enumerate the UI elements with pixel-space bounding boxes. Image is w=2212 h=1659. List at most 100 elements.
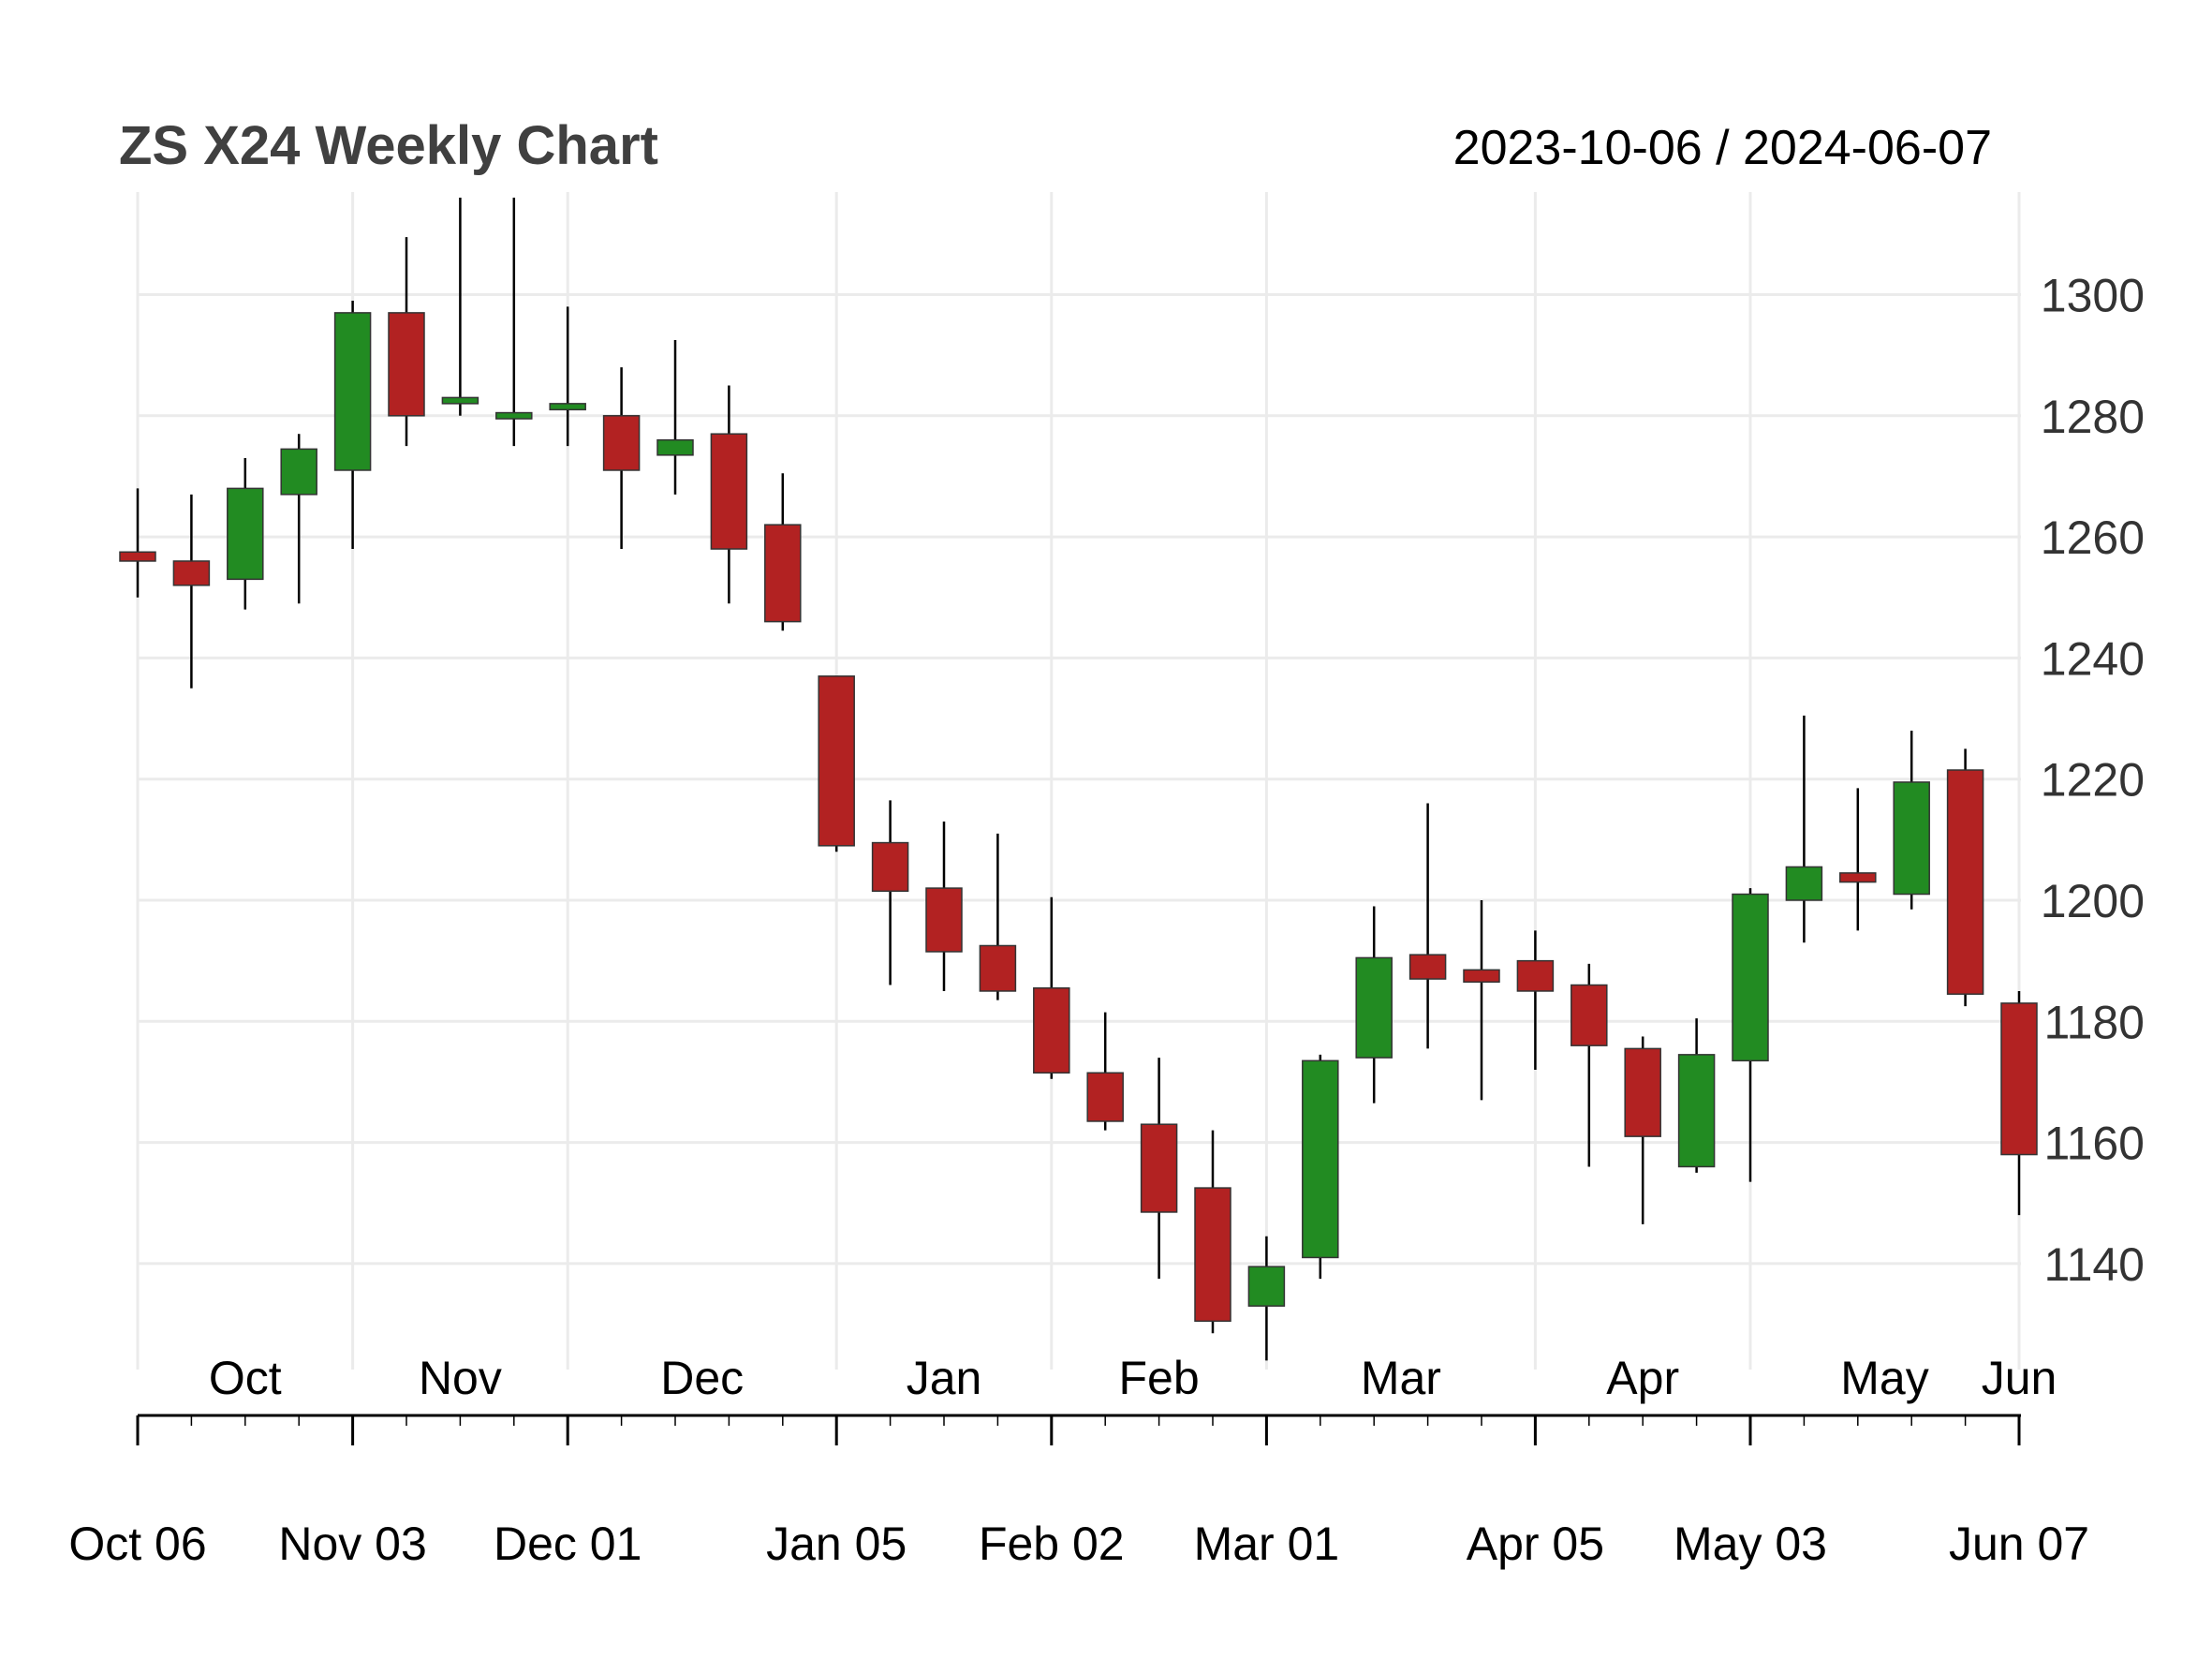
candle-body	[1732, 893, 1769, 1062]
candle	[1194, 1130, 1231, 1334]
candle-body	[495, 411, 533, 420]
candle	[388, 237, 425, 447]
date-tick-label: Jan 05	[766, 1518, 907, 1570]
candle-body	[1302, 1059, 1339, 1259]
candle-body	[1624, 1047, 1661, 1137]
candle	[1355, 906, 1393, 1104]
candle-body	[549, 403, 586, 411]
candle-body	[602, 415, 641, 471]
candle	[602, 367, 641, 550]
candle	[2000, 990, 2038, 1216]
candle	[1033, 896, 1070, 1079]
month-label: Dec	[660, 1352, 744, 1404]
candle-body	[1086, 1072, 1124, 1122]
y-tick-label: 1160	[2043, 1118, 2145, 1170]
candle	[871, 800, 909, 985]
month-label: Oct	[209, 1352, 282, 1404]
candle	[1946, 748, 1984, 1007]
y-tick-label: 1200	[2041, 875, 2145, 927]
date-tick-label: Dec 01	[494, 1518, 641, 1570]
candle-body	[1355, 956, 1393, 1059]
candle	[441, 198, 479, 416]
candle-body	[1516, 959, 1555, 992]
candle	[925, 821, 963, 991]
candle-body	[1194, 1187, 1231, 1323]
candle-body	[979, 944, 1017, 992]
candle	[1302, 1054, 1339, 1280]
candle	[1785, 715, 1823, 943]
candle-body	[2000, 1002, 2038, 1156]
month-label: Feb	[1119, 1352, 1200, 1404]
date-tick-label: May 03	[1674, 1518, 1827, 1570]
candle	[549, 306, 586, 447]
candle-body	[1247, 1266, 1286, 1307]
candle-body	[1571, 984, 1608, 1046]
candle-body	[1893, 781, 1930, 896]
candle	[1463, 900, 1500, 1101]
candle	[1893, 730, 1930, 910]
candle-body	[1408, 954, 1447, 980]
candle	[1408, 803, 1447, 1049]
date-tick-label: Mar 01	[1194, 1518, 1340, 1570]
y-tick-label: 1300	[2041, 270, 2145, 322]
month-label: Jun	[1982, 1352, 2057, 1404]
month-label: Nov	[419, 1352, 502, 1404]
candle-body	[764, 524, 802, 623]
month-label: May	[1840, 1352, 1928, 1404]
date-tick-label: Jun 07	[1949, 1518, 2089, 1570]
candles	[119, 198, 2038, 1361]
candle-body	[280, 448, 317, 496]
y-tick-label: 1140	[2043, 1238, 2145, 1291]
candle	[333, 300, 372, 550]
candle-body	[1140, 1123, 1178, 1213]
candle	[656, 339, 694, 495]
month-axis: Oct Nov Dec Jan Feb Mar Apr May Jun	[209, 1352, 2057, 1404]
candle	[227, 458, 264, 610]
candle-body	[871, 841, 909, 893]
candle-body	[710, 433, 748, 550]
candle	[1140, 1058, 1178, 1280]
candle	[1086, 1012, 1124, 1131]
candle-body	[656, 438, 694, 456]
y-tick-label: 1240	[2041, 632, 2145, 685]
date-tick-label: Oct 06	[68, 1518, 206, 1570]
date-tick-label: Apr 05	[1467, 1518, 1604, 1570]
date-axis: Oct 06 Nov 03 Dec 01 Jan 05 Feb 02 Mar 01 Apr …	[68, 1414, 2089, 1570]
month-label: Apr	[1606, 1352, 1679, 1404]
candle	[1247, 1236, 1286, 1361]
candle-body	[172, 560, 211, 586]
candle-body	[1463, 969, 1500, 984]
date-range: 2023-10-06 / 2024-06-07	[1453, 121, 1992, 175]
date-tick-label: Feb 02	[979, 1518, 1125, 1570]
month-label: Jan	[907, 1352, 982, 1404]
candle	[1732, 888, 1769, 1182]
chart-title: ZS X24 Weekly Chart	[119, 115, 658, 176]
candle-body	[1839, 872, 1877, 883]
candle	[172, 494, 211, 689]
candle-body	[818, 675, 855, 847]
y-tick-label: 1260	[2041, 511, 2145, 564]
y-tick-label: 1220	[2041, 754, 2145, 807]
candle-body	[1785, 866, 1823, 901]
candle-body	[925, 887, 963, 953]
candle	[818, 675, 855, 852]
candle	[280, 434, 317, 604]
candle	[979, 833, 1017, 1000]
candle	[764, 473, 802, 631]
candle	[1624, 1036, 1661, 1224]
candle	[119, 488, 156, 598]
candle-body	[441, 396, 479, 405]
y-axis: 1140 1160 1180 1200 1220 1240 1260 1280 1300	[2041, 270, 2145, 1291]
candle-body	[119, 551, 156, 562]
month-label: Mar	[1361, 1352, 1441, 1404]
candle-body	[388, 312, 425, 417]
y-tick-label: 1180	[2043, 996, 2145, 1048]
candle-body	[333, 312, 372, 471]
candle	[1839, 788, 1877, 931]
candle	[1516, 930, 1555, 1071]
candle-body	[1677, 1054, 1716, 1168]
candle	[710, 385, 748, 604]
y-tick-label: 1280	[2041, 391, 2145, 443]
candle	[495, 198, 533, 447]
